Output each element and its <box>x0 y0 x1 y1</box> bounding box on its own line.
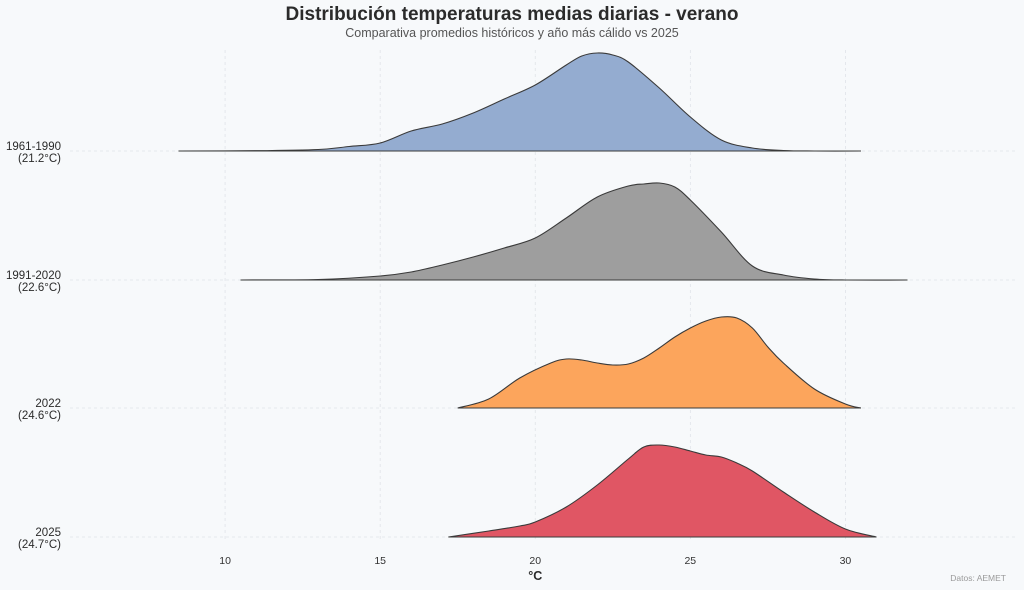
data-source-note: Datos: AEMET <box>950 573 1006 583</box>
label-layer: 1961-1990(21.2°C)1991-2020(22.6°C)2022(2… <box>6 141 61 551</box>
series-mean-1961-1990: (21.2°C) <box>18 153 61 165</box>
chart-subtitle: Comparativa promedios históricos y año m… <box>345 26 679 40</box>
ridge-line-1961-1990 <box>178 52 861 152</box>
ridge-area-2025 <box>448 444 877 537</box>
x-tick-label: 20 <box>529 555 541 567</box>
series-mean-2022: (24.6°C) <box>18 410 61 422</box>
ridge-layer <box>178 52 908 538</box>
series-mean-1991-2020: (22.6°C) <box>18 282 61 294</box>
x-tick-label: 15 <box>374 555 386 567</box>
ridge-area-1961-1990 <box>178 52 861 152</box>
series-mean-2025: (24.7°C) <box>18 539 61 551</box>
x-axis-title: °C <box>528 569 542 583</box>
series-label-1991-2020: 1991-2020 <box>6 270 61 282</box>
ridge-line-2025 <box>448 444 877 538</box>
x-tick-label: 10 <box>219 555 231 567</box>
ridge-area-2022 <box>457 316 861 408</box>
x-tick-label: 30 <box>840 555 852 567</box>
x-tick-label: 25 <box>684 555 696 567</box>
series-label-2022: 2022 <box>35 398 61 410</box>
x-axis: 10 15 20 25 30 °C <box>219 555 851 583</box>
ridge-line-2022 <box>457 316 862 409</box>
ridge-line-1991-2020 <box>240 182 908 281</box>
chart-title: Distribución temperaturas medias diarias… <box>285 4 739 25</box>
ridge-area-1991-2020 <box>240 182 908 281</box>
series-label-2025: 2025 <box>35 527 61 539</box>
series-label-1961-1990: 1961-1990 <box>6 141 61 153</box>
